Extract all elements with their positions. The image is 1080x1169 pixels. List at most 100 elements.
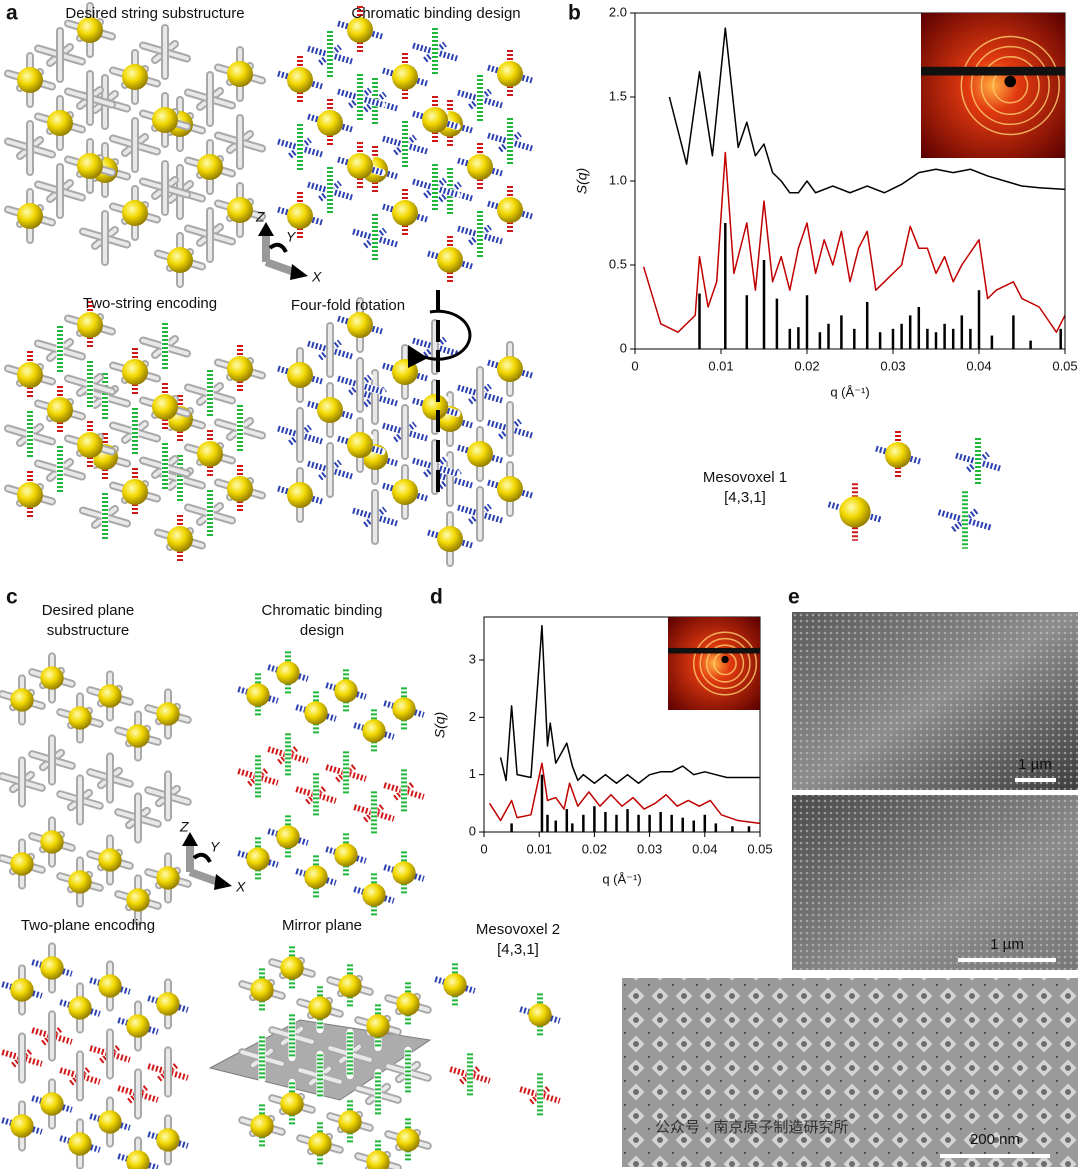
mesovoxel-label: [4,3,1] xyxy=(724,489,766,506)
nanoparticle xyxy=(122,479,148,505)
nanoparticle xyxy=(156,866,180,890)
x-tick-label: 0.02 xyxy=(582,841,607,856)
axis-name: Y xyxy=(286,229,297,245)
nanoparticle xyxy=(156,1128,180,1152)
data-line xyxy=(642,151,1066,333)
nanoparticle xyxy=(17,203,43,229)
nanoparticle xyxy=(347,153,373,179)
y-tick-label: 0.5 xyxy=(609,256,627,271)
data-line xyxy=(499,624,760,785)
nanoparticle xyxy=(366,1014,390,1038)
y-tick-label: 2.0 xyxy=(609,4,627,19)
nanoparticle xyxy=(10,1114,34,1138)
x-tick-label: 0.04 xyxy=(966,358,991,373)
axis-name: X xyxy=(235,879,246,895)
dna-rod xyxy=(951,508,979,532)
panel-title: Four-fold rotation xyxy=(291,297,405,314)
plot-frame xyxy=(483,616,761,833)
nanoparticle xyxy=(77,153,103,179)
nanoparticle xyxy=(392,64,418,90)
nanoparticle xyxy=(40,956,64,980)
nanoparticle xyxy=(443,973,467,997)
nanoparticle xyxy=(17,482,43,508)
dna-rod xyxy=(827,501,883,523)
nanoparticle xyxy=(362,719,386,743)
beam-center xyxy=(721,655,729,664)
nanoparticle xyxy=(122,359,148,385)
sem-image xyxy=(622,978,1078,1167)
sem-texture xyxy=(792,795,1078,970)
nanoparticle xyxy=(126,888,150,912)
x-tick-label: 0 xyxy=(631,358,638,373)
x-axis-label: q (Å⁻¹) xyxy=(602,871,641,886)
nanoparticle xyxy=(317,397,343,423)
nanoparticle xyxy=(250,978,274,1002)
watermark: 公众号 · 南京原子制造研究所 xyxy=(655,1119,848,1136)
nanoparticle xyxy=(126,1014,150,1038)
beam-stop xyxy=(921,66,1065,76)
panel-title: Desired string substructure xyxy=(65,5,244,22)
scale-bar-label: 200 nm xyxy=(970,1131,1020,1148)
nanoparticle xyxy=(68,870,92,894)
nanoparticle xyxy=(338,974,362,998)
axis-glyph xyxy=(188,868,220,886)
nanoparticle xyxy=(334,843,358,867)
nanoparticle xyxy=(287,482,313,508)
y-axis-label: S(q) xyxy=(432,712,448,738)
nanoparticle xyxy=(347,432,373,458)
nanoparticle xyxy=(338,1110,362,1134)
nanoparticle xyxy=(287,203,313,229)
y-tick-label: 0 xyxy=(620,340,627,355)
nanoparticle xyxy=(467,441,493,467)
panel-title: Desired plane xyxy=(42,602,135,619)
nanoparticle xyxy=(396,992,420,1016)
nanoparticle xyxy=(126,724,150,748)
diffraction-ring xyxy=(980,55,1040,116)
y-tick-label: 3 xyxy=(469,651,476,666)
y-tick-label: 0 xyxy=(469,823,476,838)
panel-title: Mirror plane xyxy=(282,917,362,934)
nanoparticle xyxy=(304,865,328,889)
beam-stop xyxy=(668,647,760,654)
nanoparticle xyxy=(347,312,373,338)
panel-title: design xyxy=(300,622,344,639)
nanoparticle xyxy=(366,1150,390,1169)
x-tick-label: 0.05 xyxy=(1052,358,1077,373)
nanoparticle xyxy=(17,67,43,93)
nanoparticle xyxy=(437,247,463,273)
nanoparticle xyxy=(304,701,328,725)
nanoparticle xyxy=(68,706,92,730)
y-axis-label: S(q) xyxy=(574,168,590,194)
nanoparticle xyxy=(10,852,34,876)
nanoparticle xyxy=(122,64,148,90)
mesovoxel-label: Mesovoxel 2 xyxy=(476,921,560,938)
nanoparticle xyxy=(47,397,73,423)
diffraction-ring xyxy=(699,637,751,690)
nanoparticle xyxy=(98,684,122,708)
x-tick-label: 0.04 xyxy=(692,841,717,856)
nanoparticle xyxy=(227,356,253,382)
nanoparticle xyxy=(497,356,523,382)
nanoparticle xyxy=(77,17,103,43)
nanoparticle xyxy=(276,661,300,685)
nanoparticle xyxy=(156,992,180,1016)
nanoparticle xyxy=(392,861,416,885)
data-line xyxy=(668,27,1066,194)
nanoparticle xyxy=(308,996,332,1020)
axis-name: Z xyxy=(255,209,265,225)
axis-glyph xyxy=(264,258,296,276)
nanoparticle xyxy=(287,362,313,388)
x-tick-label: 0.01 xyxy=(708,358,733,373)
mesovoxel-label: Mesovoxel 1 xyxy=(703,469,787,486)
nanoparticle xyxy=(287,67,313,93)
nanoparticle xyxy=(197,154,223,180)
nanoparticle xyxy=(40,1092,64,1116)
nanoparticle xyxy=(167,247,193,273)
nanoparticle xyxy=(167,526,193,552)
nanoparticle xyxy=(227,197,253,223)
axis-arrow xyxy=(192,852,212,863)
rotation-arrow xyxy=(417,309,472,361)
x-tick-label: 0.02 xyxy=(794,358,819,373)
